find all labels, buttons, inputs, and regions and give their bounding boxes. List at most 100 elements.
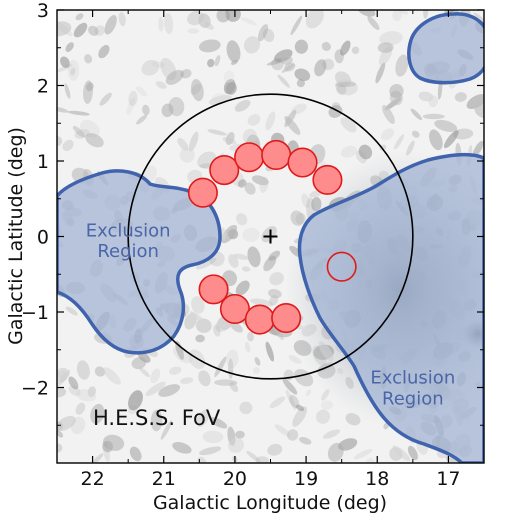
y-axis-label: Galactic Latitude (deg)	[5, 127, 27, 345]
noise-blob	[195, 318, 212, 333]
noise-blob	[207, 58, 215, 68]
noise-blob	[57, 431, 64, 438]
noise-blob	[222, 137, 237, 145]
noise-blob	[98, 44, 110, 59]
noise-blob	[411, 130, 420, 138]
noise-blob	[255, 456, 269, 463]
noise-blob	[247, 331, 254, 342]
noise-blob	[172, 441, 192, 454]
noise-blob	[284, 62, 296, 72]
noise-blob	[65, 306, 78, 316]
noise-blob	[262, 28, 275, 43]
noise-blob	[251, 175, 269, 186]
noise-blob	[80, 119, 100, 138]
off-region	[271, 303, 302, 334]
y-tick-label: 2	[37, 76, 49, 98]
noise-blob	[353, 449, 373, 460]
noise-blob	[389, 84, 404, 99]
noise-blob	[213, 324, 221, 337]
noise-blob	[392, 445, 411, 462]
noise-blob	[322, 58, 335, 71]
noise-blob	[443, 130, 459, 149]
noise-blob	[179, 147, 195, 163]
noise-blob	[87, 386, 96, 398]
noise-blob	[230, 322, 243, 333]
noise-blob	[128, 91, 138, 106]
noise-blob	[135, 86, 148, 97]
x-tick-label: 21	[152, 468, 176, 490]
noise-blob	[103, 434, 125, 451]
noise-blob	[367, 16, 380, 31]
noise-blob	[314, 59, 327, 77]
noise-blob	[188, 131, 199, 152]
noise-blob	[393, 134, 405, 150]
off-region	[187, 177, 218, 208]
noise-blob	[207, 129, 227, 136]
noise-blob	[67, 59, 80, 81]
off-region	[312, 164, 343, 195]
y-tick-label: 0	[37, 227, 49, 249]
noise-blob	[257, 24, 269, 42]
noise-blob	[198, 370, 211, 387]
noise-blob	[407, 445, 418, 461]
noise-blob	[196, 409, 210, 427]
noise-blob	[336, 84, 347, 95]
y-tick-label: 1	[37, 151, 49, 173]
noise-blob	[423, 10, 429, 19]
x-tick-label: 19	[294, 468, 318, 490]
noise-blob	[209, 417, 228, 429]
fov-circle	[127, 93, 414, 380]
noise-blob	[267, 288, 282, 299]
noise-blob	[296, 79, 305, 88]
noise-blob	[259, 176, 269, 193]
noise-blob	[378, 46, 393, 66]
noise-blob	[85, 133, 104, 148]
noise-blob	[230, 59, 238, 65]
off-region	[234, 142, 265, 173]
noise-blob	[195, 334, 205, 343]
x-tick-label: 20	[223, 468, 247, 490]
exclusion-label-line: Exclusion	[86, 221, 171, 242]
noise-blob	[269, 396, 286, 409]
noise-blob	[85, 82, 94, 92]
exclusion-label-line: Exclusion	[370, 368, 455, 389]
noise-blob	[198, 39, 221, 53]
noise-blob	[263, 262, 272, 272]
noise-blob	[305, 389, 312, 397]
noise-blob	[104, 15, 117, 35]
noise-blob	[244, 182, 256, 195]
noise-blob	[351, 46, 360, 55]
noise-blob	[214, 55, 221, 67]
noise-blob	[452, 128, 474, 140]
noise-blob	[290, 15, 303, 36]
noise-blob	[139, 367, 150, 378]
noise-blob	[445, 457, 463, 463]
noise-blob	[187, 28, 199, 34]
noise-blob	[410, 108, 422, 121]
noise-blob	[190, 311, 206, 324]
noise-blob	[261, 226, 277, 243]
noise-blob	[226, 40, 241, 63]
noise-blob	[228, 437, 245, 453]
noise-blob	[239, 401, 253, 415]
noise-blob	[57, 387, 67, 398]
noise-blob	[265, 111, 276, 131]
noise-blob	[340, 117, 357, 133]
noise-blob	[254, 357, 261, 366]
noise-blob	[247, 114, 261, 126]
noise-blob	[150, 368, 161, 384]
noise-blob	[268, 250, 281, 261]
noise-blob	[422, 113, 445, 120]
noise-blob	[211, 93, 229, 103]
exclusion-label-line: Region	[382, 388, 444, 409]
noise-blob	[428, 95, 439, 108]
y-tick-label: −1	[21, 302, 49, 324]
noise-blob	[243, 36, 261, 54]
noise-blob	[379, 31, 403, 46]
noise-blob	[57, 136, 63, 146]
noise-blob	[198, 13, 211, 28]
noise-blob	[335, 81, 357, 88]
noise-blob	[286, 429, 299, 441]
